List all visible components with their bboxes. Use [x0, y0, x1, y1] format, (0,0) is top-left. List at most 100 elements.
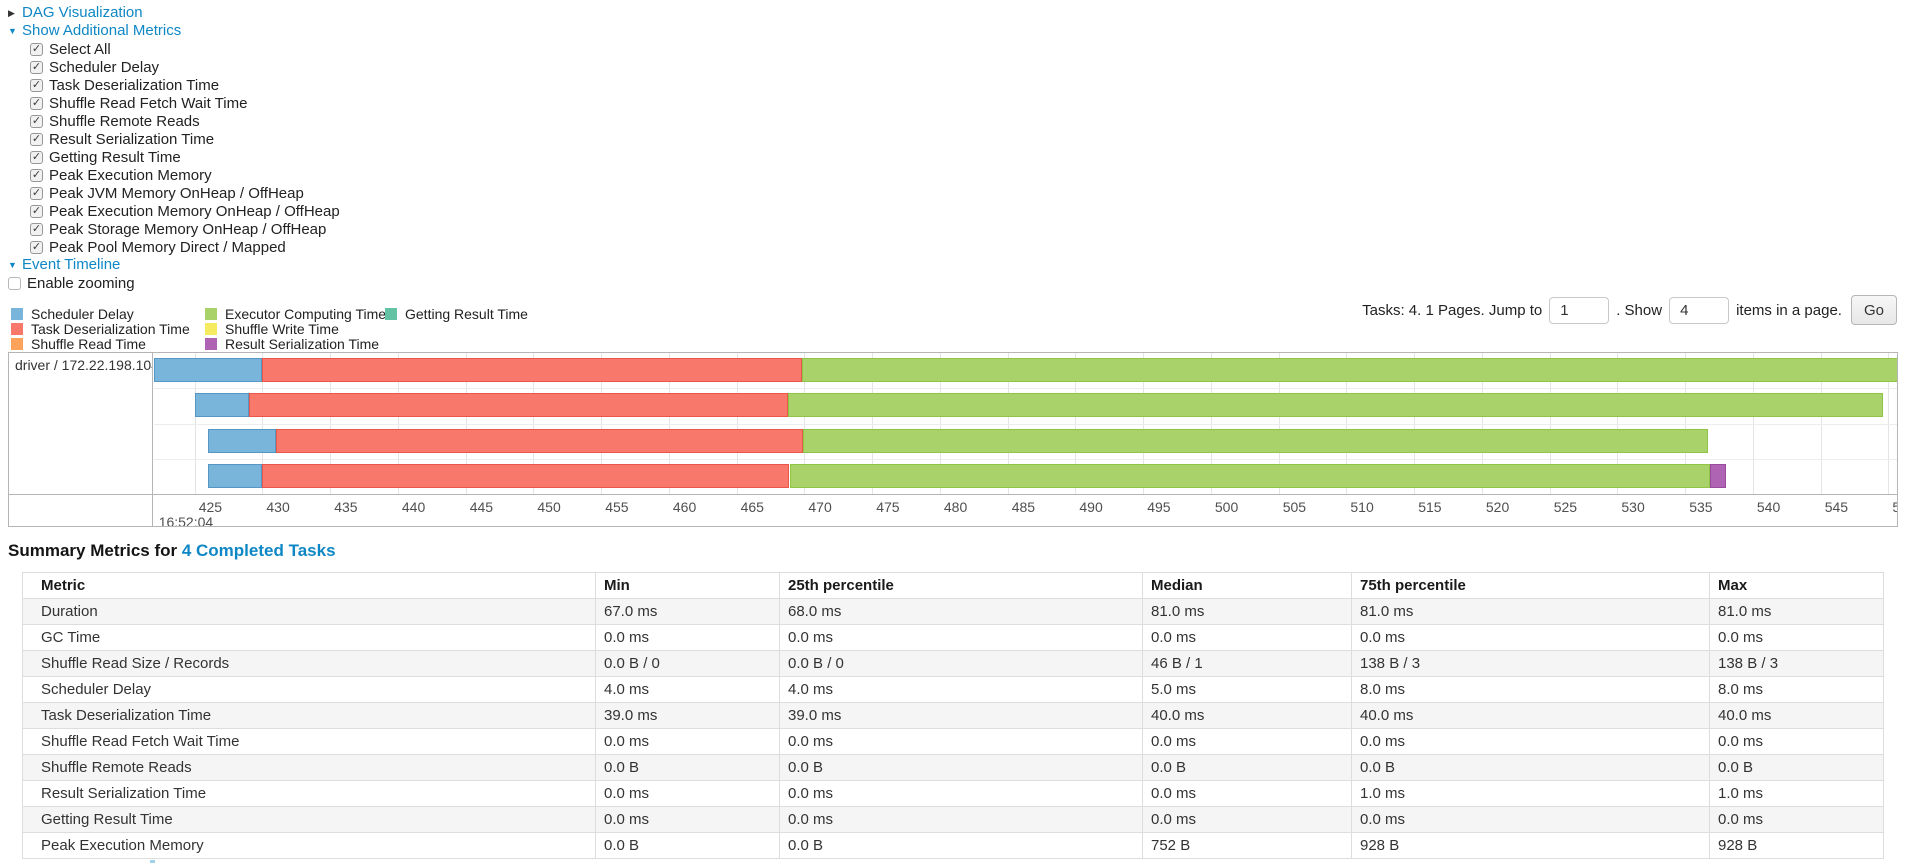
legend-column: Executor Computing Time Shuffle Write Tim…	[205, 307, 386, 352]
timeline-segment-scheduler-delay[interactable]	[208, 428, 276, 453]
timeline-segment-executor-computing[interactable]	[788, 393, 1883, 418]
timeline-segment-task-deserialization[interactable]	[276, 428, 804, 453]
summary-column-header: Metric	[22, 572, 596, 599]
summary-metric-value: 40.0 ms	[1142, 702, 1352, 729]
summary-metric-value: 0.0 B	[1142, 754, 1352, 781]
legend-label: Scheduler Delay	[31, 306, 134, 322]
timeline-axis-tick-label: 485	[1011, 499, 1036, 515]
summary-metric-value: 39.0 ms	[595, 702, 780, 729]
metric-checkbox[interactable]: ✓	[30, 240, 43, 254]
enable-zooming-checkbox[interactable]	[8, 276, 21, 290]
metric-checkbox[interactable]: ✓	[30, 204, 43, 218]
timeline-segment-scheduler-delay[interactable]	[194, 393, 249, 418]
metric-checkbox-row: ✓ Task Deserialization Time	[30, 76, 340, 94]
timeline-segment-task-deserialization[interactable]	[248, 393, 789, 418]
timeline-axis-tick-label: 515	[1418, 499, 1442, 515]
metric-checkbox[interactable]: ✓	[30, 96, 43, 110]
summary-metric-value: 0.0 B	[1351, 754, 1710, 781]
dag-visualization-toggle[interactable]: DAG Visualization	[22, 4, 143, 21]
summary-metric-value: 0.0 B / 0	[595, 650, 780, 677]
summary-table-row: Task Deserialization Time 39.0 ms 39.0 ms 4…	[22, 702, 1884, 729]
timeline-axis-tick-label: 435	[334, 499, 358, 515]
timeline-axis-major-label: 16:52:04	[158, 514, 214, 526]
timeline-row-separator	[154, 423, 1897, 425]
summary-column-header: 75th percentile	[1351, 572, 1710, 599]
summary-metric-value: 81.0 ms	[1351, 598, 1710, 625]
summary-metric-value: 81.0 ms	[1709, 598, 1884, 625]
summary-metric-value: 0.0 ms	[1709, 806, 1884, 833]
legend-swatch	[385, 308, 397, 320]
items-per-page-input[interactable]	[1669, 296, 1730, 324]
timeline-axis-tick-label: 525	[1553, 499, 1578, 515]
event-timeline-row: ▼ Event Timeline	[8, 256, 340, 274]
summary-metric-value: 0.0 B	[1709, 754, 1884, 781]
summary-metric-value: 8.0 ms	[1709, 676, 1884, 703]
timeline-axis-tick-label: 440	[401, 499, 426, 515]
metric-checkbox-label: Peak Storage Memory OnHeap / OffHeap	[49, 220, 327, 238]
event-timeline-toggle[interactable]: Event Timeline	[22, 256, 121, 273]
timeline-segment-task-deserialization[interactable]	[262, 463, 790, 488]
metric-checkbox[interactable]: ✓	[30, 42, 43, 56]
enable-zooming-label: Enable zooming	[27, 274, 135, 292]
timeline-segment-executor-computing[interactable]	[803, 428, 1709, 453]
legend-item: Shuffle Write Time	[205, 322, 386, 337]
metric-checkbox[interactable]: ✓	[30, 114, 43, 128]
metric-checkbox-label: Result Serialization Time	[49, 130, 215, 148]
dag-visualization-row: ▶ DAG Visualization	[8, 4, 340, 22]
summary-metric-value: 8.0 ms	[1351, 676, 1710, 703]
timeline-segment-task-deserialization[interactable]	[262, 358, 802, 382]
timeline-axis-tick-label: 535	[1689, 499, 1713, 515]
metric-checkbox[interactable]: ✓	[30, 150, 43, 164]
summary-metric-value: 46 B / 1	[1142, 650, 1352, 677]
summary-column-header: 25th percentile	[779, 572, 1143, 599]
timeline-axis-tick-label: 520	[1485, 499, 1510, 515]
jump-to-page-input[interactable]	[1549, 296, 1610, 324]
pagination-show-text: . Show	[1616, 301, 1663, 319]
metric-checkbox-row: ✓ Peak Pool Memory Direct / Mapped	[30, 238, 340, 256]
completed-tasks-link[interactable]: 4 Completed Tasks	[181, 541, 336, 560]
timeline-axis-tick-label: 430	[266, 499, 290, 515]
metric-checkbox[interactable]: ✓	[30, 222, 43, 236]
timeline-segment-scheduler-delay[interactable]	[208, 463, 263, 488]
legend-column: Getting Result Time	[385, 307, 528, 322]
metric-checkbox-row: ✓ Shuffle Remote Reads	[30, 112, 340, 130]
chevron-down-icon: ▼	[8, 26, 17, 36]
chevron-right-icon: ▶	[8, 8, 15, 18]
summary-table-row: Shuffle Read Size / Records 0.0 B / 0 0.0 …	[22, 650, 1884, 677]
timeline-segment-scheduler-delay[interactable]	[154, 358, 263, 382]
metric-checkbox[interactable]: ✓	[30, 186, 43, 200]
summary-table-row: Shuffle Remote Reads 0.0 B 0.0 B 0.0 B 0.0 B…	[22, 754, 1884, 781]
timeline-segment-executor-computing[interactable]	[801, 358, 1897, 382]
timeline-segment-result-serialization[interactable]	[1709, 463, 1726, 488]
summary-metric-value: 5.0 ms	[1142, 676, 1352, 703]
metric-checkbox-row: ✓ Shuffle Read Fetch Wait Time	[30, 94, 340, 112]
partial-element-below-fold	[150, 860, 155, 863]
timeline-segment-executor-computing[interactable]	[789, 463, 1710, 488]
metric-checkbox[interactable]: ✓	[30, 132, 43, 146]
metric-checkbox[interactable]: ✓	[30, 60, 43, 74]
timeline-axis-tick-label: 540	[1756, 499, 1781, 515]
metric-checkbox-row: ✓ Peak Storage Memory OnHeap / OffHeap	[30, 220, 340, 238]
timeline-axis-tick-label: 465	[740, 499, 764, 515]
summary-metric-value: 0.0 ms	[1709, 624, 1884, 651]
summary-metric-value: 0.0 ms	[595, 624, 780, 651]
timeline-axis-tick-label: 450	[537, 499, 561, 515]
metric-checkbox-label: Peak Pool Memory Direct / Mapped	[49, 238, 286, 256]
show-additional-metrics-toggle[interactable]: Show Additional Metrics	[22, 22, 182, 39]
summary-metric-value: 39.0 ms	[779, 702, 1143, 729]
timeline-plot-area: 425 430 435 440 445 450 455 460 465 470 475 480 485 4…	[154, 353, 1897, 526]
timeline-axis-tick-label: 425	[198, 499, 223, 515]
summary-metric-value: 0.0 ms	[595, 780, 780, 807]
event-timeline-chart: driver / 172.22.198.104 425 430 435 440 445 4…	[8, 352, 1898, 527]
timeline-axis-tick-label: 480	[943, 499, 968, 515]
timeline-axis-tick-label: 545	[1824, 499, 1849, 515]
metric-checkbox-row: ✓ Peak JVM Memory OnHeap / OffHeap	[30, 184, 340, 202]
summary-table-header-row: Metric Min 25th percentile Median 75th perce…	[22, 572, 1884, 599]
summary-metric-value: 81.0 ms	[1142, 598, 1352, 625]
metric-checkbox[interactable]: ✓	[30, 78, 43, 92]
go-button[interactable]: Go	[1850, 295, 1897, 325]
metric-checkbox-label: Getting Result Time	[49, 148, 181, 166]
summary-table-row: Duration 67.0 ms 68.0 ms 81.0 ms 81.0 ms 81.0…	[22, 598, 1884, 625]
metric-checkbox[interactable]: ✓	[30, 168, 43, 182]
summary-metric-value: 138 B / 3	[1351, 650, 1710, 677]
